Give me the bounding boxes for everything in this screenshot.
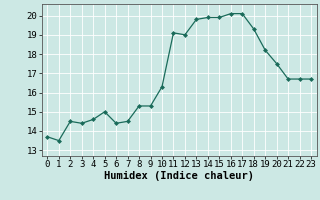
- X-axis label: Humidex (Indice chaleur): Humidex (Indice chaleur): [104, 171, 254, 181]
